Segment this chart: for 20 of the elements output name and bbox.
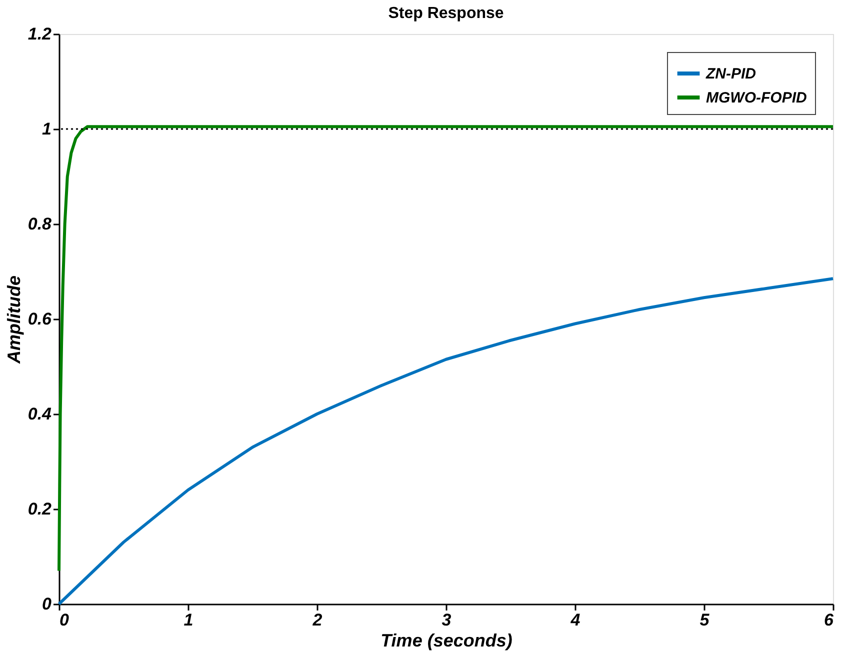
x-tick-label: 5	[700, 610, 710, 630]
y-tick-label: 1.2	[28, 24, 52, 44]
y-axis-title: Amplitude	[4, 276, 24, 364]
x-tick-label: 0	[60, 610, 70, 630]
y-tick-label: 0	[42, 594, 52, 614]
y-tick-label: 0.8	[28, 214, 52, 234]
x-tick-label: 2	[312, 610, 323, 630]
y-tick-label: 1	[42, 120, 52, 138]
x-tick-label: 1	[184, 610, 194, 630]
y-tick-label: 0.2	[28, 500, 52, 518]
x-tick-label: 4	[570, 610, 581, 630]
legend-label: ZN-PID	[705, 66, 756, 82]
legend-label: MGWO-FOPID	[706, 90, 807, 106]
y-tick-label: 0.6	[28, 310, 52, 328]
chart-title: Step Response	[388, 5, 504, 22]
x-tick-label: 3	[442, 610, 452, 630]
x-tick-label: 6	[824, 610, 834, 630]
line-series	[58, 125, 834, 572]
y-tick-label: 0.4	[28, 404, 52, 424]
x-axis-title: Time (seconds)	[380, 630, 512, 650]
